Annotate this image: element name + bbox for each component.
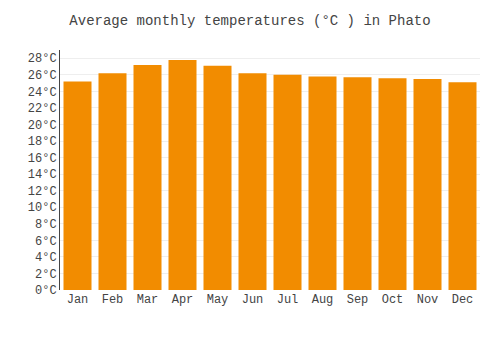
svg-text:Aug: Aug (312, 293, 334, 307)
svg-text:16°C: 16°C (28, 152, 57, 166)
svg-text:Nov: Nov (417, 293, 439, 307)
svg-text:Sep: Sep (347, 293, 369, 307)
svg-text:Jan: Jan (67, 293, 89, 307)
svg-text:20°C: 20°C (28, 119, 57, 133)
svg-text:Feb: Feb (102, 293, 124, 307)
svg-text:May: May (207, 293, 229, 307)
svg-text:6°C: 6°C (35, 235, 57, 249)
svg-text:18°C: 18°C (28, 135, 57, 149)
svg-text:14°C: 14°C (28, 168, 57, 182)
svg-text:Jul: Jul (277, 293, 299, 307)
svg-text:Oct: Oct (382, 293, 404, 307)
svg-text:2°C: 2°C (35, 268, 57, 282)
svg-text:22°C: 22°C (28, 102, 57, 116)
svg-text:Mar: Mar (137, 293, 159, 307)
svg-text:4°C: 4°C (35, 251, 57, 265)
svg-text:Apr: Apr (172, 293, 194, 307)
svg-text:8°C: 8°C (35, 218, 57, 232)
svg-text:Average monthly temperatures (: Average monthly temperatures (°C ) in Ph… (69, 13, 430, 29)
svg-text:24°C: 24°C (28, 86, 57, 100)
svg-text:12°C: 12°C (28, 185, 57, 199)
svg-text:26°C: 26°C (28, 69, 57, 83)
svg-text:10°C: 10°C (28, 201, 57, 215)
svg-text:28°C: 28°C (28, 52, 57, 66)
svg-text:Dec: Dec (452, 293, 474, 307)
svg-text:0°C: 0°C (35, 284, 57, 298)
svg-text:Jun: Jun (242, 293, 264, 307)
